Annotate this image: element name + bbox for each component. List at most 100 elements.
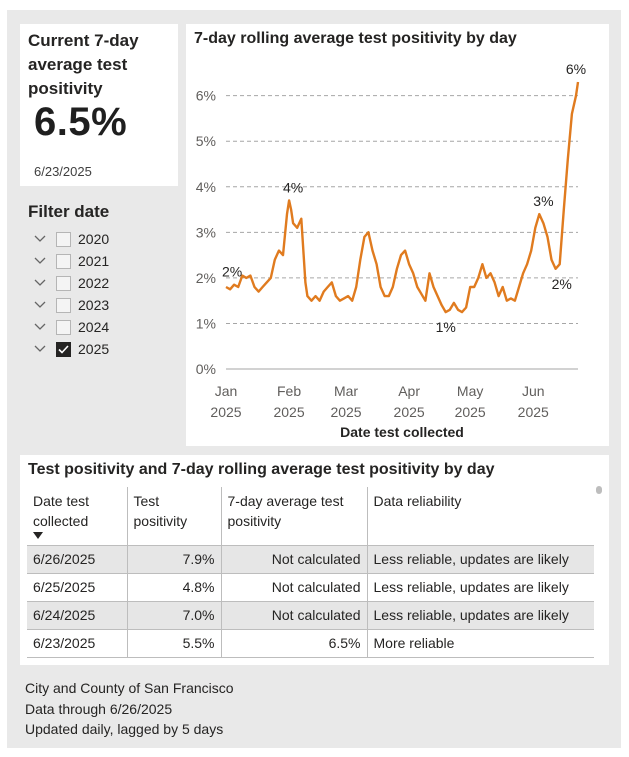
- column-header-date[interactable]: Date test collected: [27, 487, 128, 546]
- table-cell: 4.8%: [127, 573, 222, 602]
- header-label: Test positivity: [133, 493, 188, 529]
- table-cell: 6/23/2025: [27, 629, 128, 658]
- y-tick-label: 1%: [196, 315, 216, 331]
- chevron-down-icon[interactable]: [34, 301, 54, 309]
- table-cell: More reliable: [367, 629, 594, 658]
- checkbox[interactable]: [56, 275, 71, 291]
- scrollbar[interactable]: [596, 486, 602, 494]
- table-card: Test positivity and 7-day rolling averag…: [20, 455, 609, 665]
- checkbox-checked[interactable]: [56, 341, 71, 357]
- x-tick-label: May: [457, 383, 483, 399]
- table-cell: 5.5%: [127, 629, 222, 658]
- chevron-down-icon[interactable]: [34, 345, 54, 353]
- filter-item-label: 2020: [78, 231, 110, 247]
- table-cell: Not calculated: [221, 601, 368, 630]
- column-header-average[interactable]: 7-day average test positivity: [221, 487, 368, 546]
- header-label: 7-day average test positivity: [227, 493, 344, 529]
- table-row[interactable]: 6/25/2025 4.8% Not calculated Less relia…: [27, 573, 594, 602]
- table-cell: 7.0%: [127, 601, 222, 630]
- table-cell: 6.5%: [221, 629, 368, 658]
- table-row[interactable]: 6/24/2025 7.0% Not calculated Less relia…: [27, 601, 594, 630]
- x-tick-year-label: 2025: [330, 404, 361, 420]
- filter-list: 2020 2021 2022 2023 2024 2025: [34, 228, 109, 360]
- filter-item-label: 2024: [78, 319, 110, 335]
- y-tick-label: 6%: [196, 88, 216, 104]
- checkmark-icon: [58, 344, 69, 354]
- data-label: 3%: [533, 193, 553, 209]
- x-tick-label: Mar: [334, 383, 358, 399]
- series-line: [225, 81, 580, 314]
- kpi-date: 6/23/2025: [34, 164, 92, 179]
- filter-item-2025[interactable]: 2025: [34, 338, 109, 360]
- x-tick-year-label: 2025: [210, 404, 241, 420]
- table-cell: Not calculated: [221, 545, 368, 574]
- footer-notes: City and County of San Francisco Data th…: [25, 678, 234, 740]
- checkbox[interactable]: [56, 231, 71, 247]
- filter-item-2023[interactable]: 2023: [34, 294, 109, 316]
- table-header-row: Date test collected Test positivity 7-da…: [27, 487, 594, 546]
- x-tick-year-label: 2025: [394, 404, 425, 420]
- filter-item-label: 2021: [78, 253, 110, 269]
- checkbox[interactable]: [56, 297, 71, 313]
- data-label: 4%: [283, 179, 303, 195]
- chevron-down-icon[interactable]: [34, 279, 54, 287]
- data-label: 1%: [436, 319, 456, 335]
- table-cell: Less reliable, updates are likely: [367, 545, 594, 574]
- y-tick-label: 0%: [196, 361, 216, 377]
- chevron-down-icon[interactable]: [34, 235, 54, 243]
- header-label: Data reliability: [373, 493, 462, 509]
- data-label: 6%: [566, 61, 586, 77]
- filter-slicer: Filter date 2020 2021 2022 2023 2024: [20, 196, 178, 446]
- data-label: 2%: [552, 276, 572, 292]
- table-cell: Not calculated: [221, 573, 368, 602]
- x-tick-year-label: 2025: [455, 404, 486, 420]
- table-cell: 6/25/2025: [27, 573, 128, 602]
- filter-item-2024[interactable]: 2024: [34, 316, 109, 338]
- table-cell: 7.9%: [127, 545, 222, 574]
- filter-item-label: 2025: [78, 341, 110, 357]
- line-chart-card: 0% 1% 2% 3% 4% 5% 6% Jan 2025 Feb 2025 Mar 2025 Apr 20…: [186, 24, 609, 446]
- kpi-value: 6.5%: [34, 100, 128, 144]
- table-row[interactable]: 6/23/2025 5.5% 6.5% More reliable: [27, 629, 594, 658]
- y-tick-label: 4%: [196, 179, 216, 195]
- x-tick-label: Feb: [277, 383, 301, 399]
- filter-item-2022[interactable]: 2022: [34, 272, 109, 294]
- footer-line: City and County of San Francisco: [25, 680, 234, 696]
- column-header-positivity[interactable]: Test positivity: [127, 487, 222, 546]
- checkbox[interactable]: [56, 253, 71, 269]
- table-cell: Less reliable, updates are likely: [367, 573, 594, 602]
- chart-title: 7-day rolling average test positivity by…: [194, 30, 517, 47]
- x-tick-label: Jan: [215, 383, 238, 399]
- filter-item-2020[interactable]: 2020: [34, 228, 109, 250]
- footer-line: Updated daily, lagged by 5 days: [25, 721, 224, 737]
- sort-descending-icon[interactable]: [33, 532, 43, 540]
- y-tick-label: 3%: [196, 224, 216, 240]
- data-label: 2%: [222, 264, 242, 280]
- kpi-card: Current 7-day average test positivity 6.…: [20, 24, 178, 186]
- data-table: Date test collected Test positivity 7-da…: [27, 487, 594, 658]
- line-chart[interactable]: 0% 1% 2% 3% 4% 5% 6% Jan 2025 Feb 2025 Mar 2025 Apr 20…: [186, 24, 609, 446]
- y-tick-label: 2%: [196, 270, 216, 286]
- chevron-down-icon[interactable]: [34, 257, 54, 265]
- x-tick-label: Jun: [522, 383, 545, 399]
- kpi-title: Current 7-day average test positivity: [28, 31, 139, 98]
- header-label: Date test collected: [33, 493, 90, 529]
- table-cell: 6/24/2025: [27, 601, 128, 630]
- column-header-reliability[interactable]: Data reliability: [367, 487, 594, 546]
- x-tick-year-label: 2025: [518, 404, 549, 420]
- filter-item-label: 2023: [78, 297, 110, 313]
- table-title: Test positivity and 7-day rolling averag…: [28, 461, 495, 478]
- checkbox[interactable]: [56, 319, 71, 335]
- table-cell: Less reliable, updates are likely: [367, 601, 594, 630]
- x-tick-year-label: 2025: [273, 404, 304, 420]
- filter-item-2021[interactable]: 2021: [34, 250, 109, 272]
- filter-title: Filter date: [28, 202, 110, 221]
- table-row[interactable]: 6/26/2025 7.9% Not calculated Less relia…: [27, 545, 594, 574]
- x-tick-label: Apr: [398, 383, 420, 399]
- filter-item-label: 2022: [78, 275, 110, 291]
- footer-line: Data through 6/26/2025: [25, 700, 173, 717]
- chevron-down-icon[interactable]: [34, 323, 54, 331]
- table-cell: 6/26/2025: [27, 545, 128, 574]
- y-tick-label: 5%: [196, 133, 216, 149]
- x-axis-label: Date test collected: [340, 424, 464, 440]
